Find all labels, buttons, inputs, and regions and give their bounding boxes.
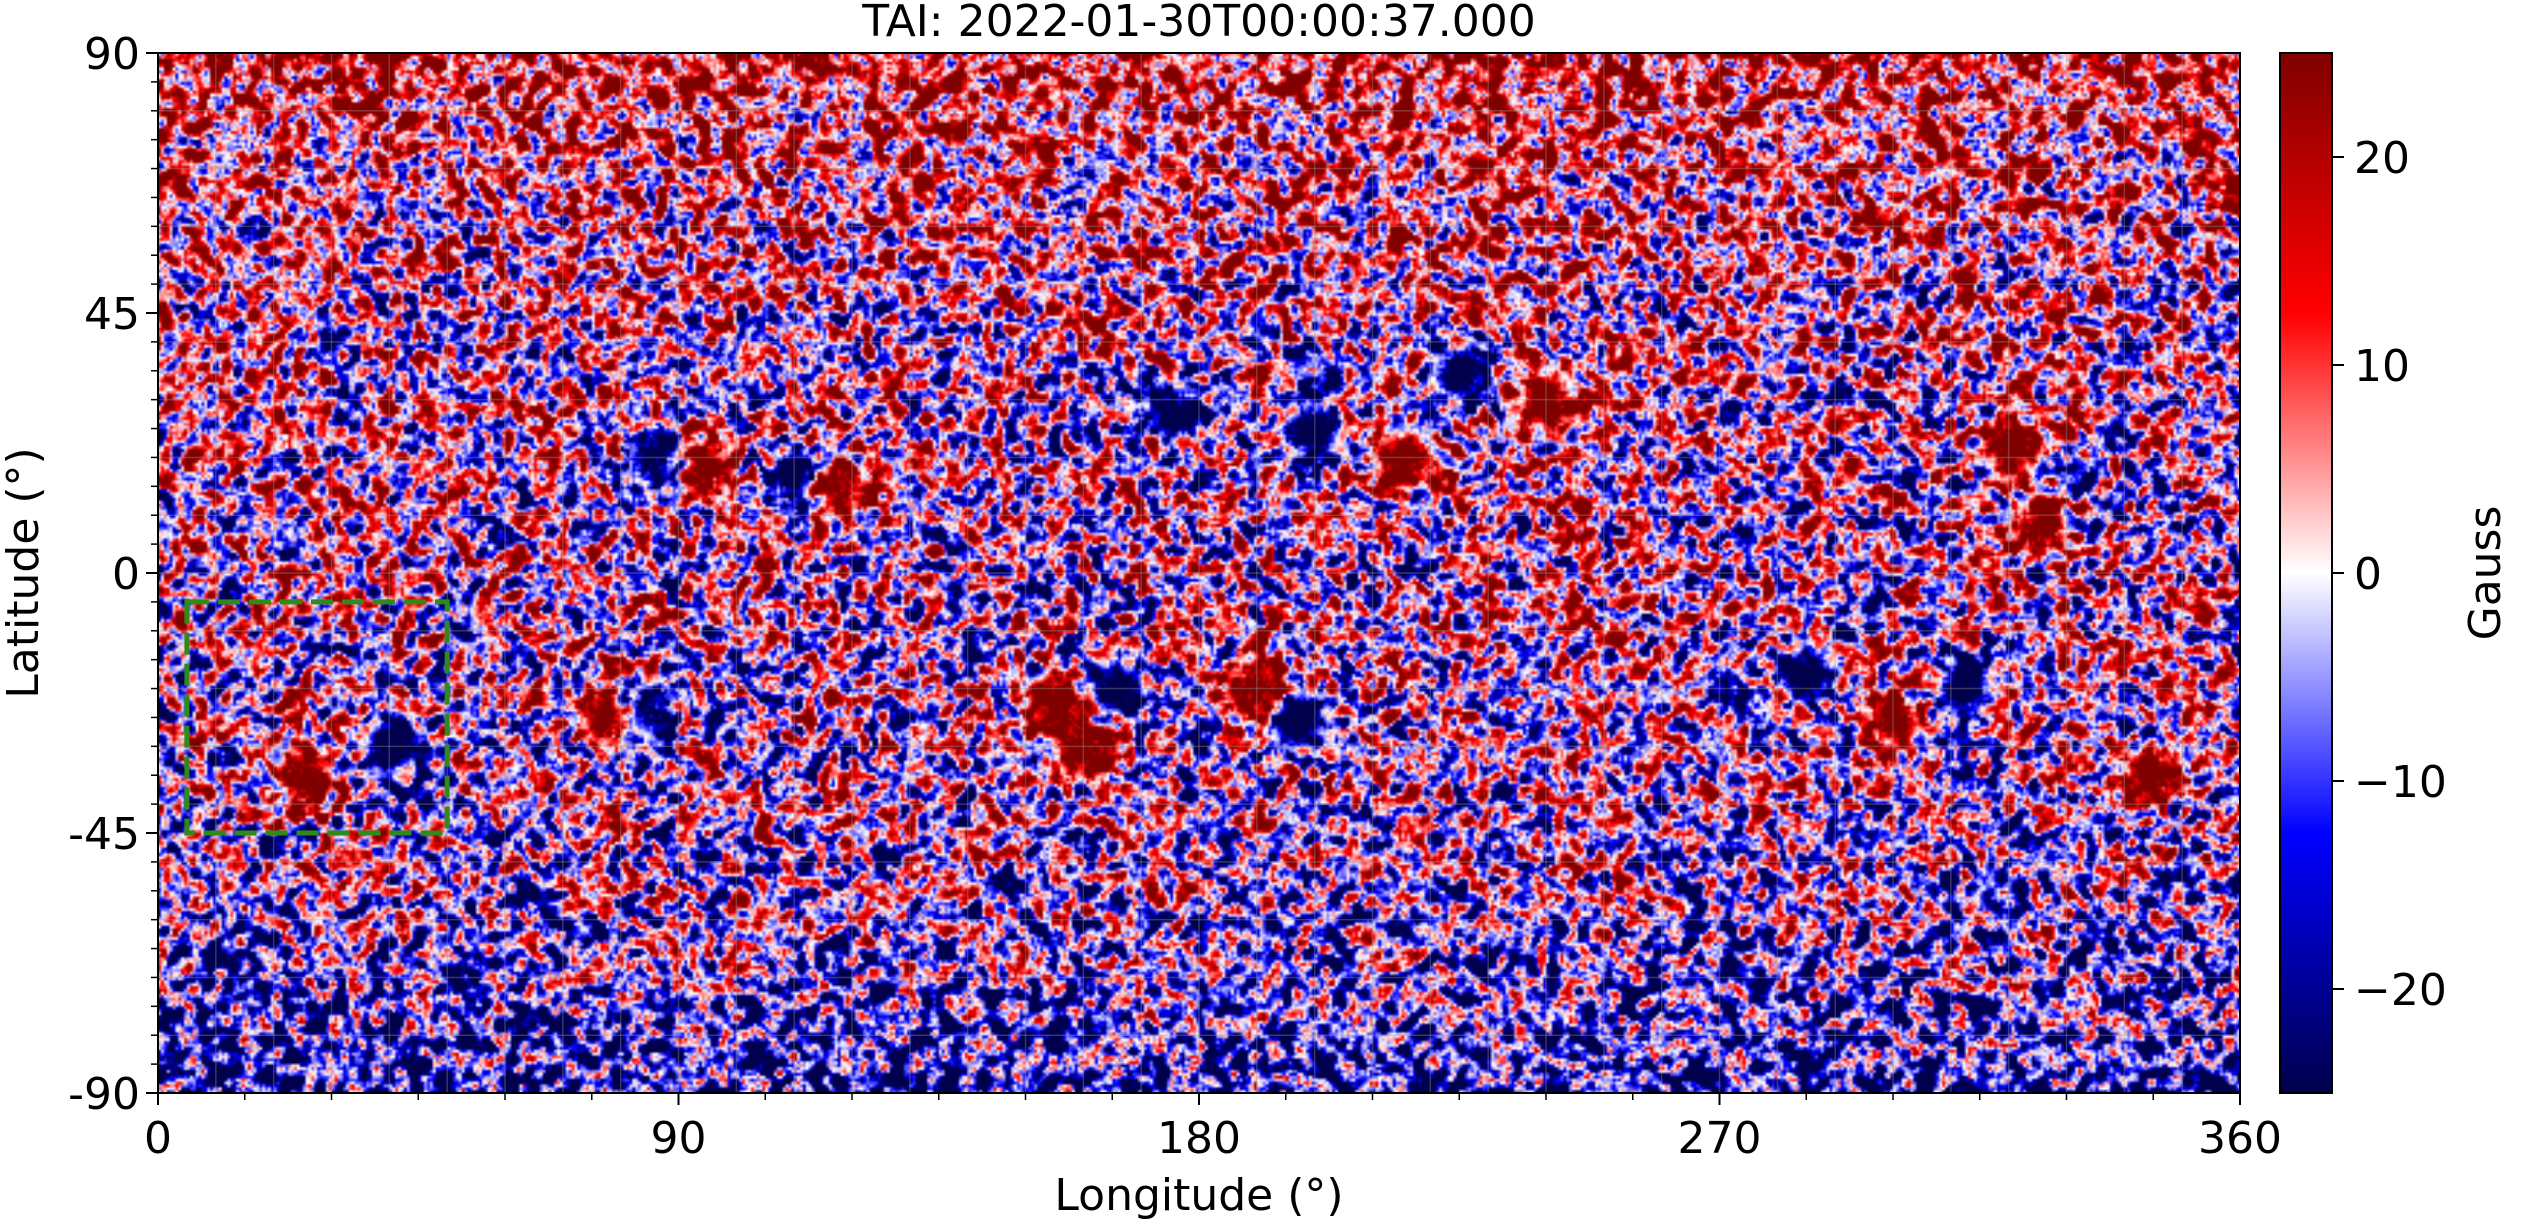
y-tick-label: -90 — [68, 1069, 140, 1120]
colorbar-gradient — [2279, 52, 2333, 1094]
colorbar-tick-label: −10 — [2354, 757, 2447, 808]
colorbar-ticks: 20 10 0 −10 −20 — [2332, 133, 2447, 1016]
x-axis-label: Longitude (°) — [1054, 1170, 1343, 1221]
x-tick-label: 360 — [2198, 1113, 2282, 1164]
colorbar-tick-label: −20 — [2354, 965, 2447, 1016]
colorbar: 20 10 0 −10 −20 Gauss — [2279, 52, 2511, 1094]
y-tick-label: 90 — [84, 29, 140, 80]
x-axis: 0 90 180 270 360 — [144, 1093, 2282, 1164]
grid-lines — [158, 53, 2240, 1093]
colorbar-label: Gauss — [2460, 506, 2511, 641]
y-axis-label: Latitude (°) — [0, 447, 49, 698]
x-tick-label: 90 — [651, 1113, 707, 1164]
plot-area — [157, 52, 2241, 1094]
magnetogram-heatmap — [158, 53, 2240, 1093]
y-tick-label: 45 — [84, 289, 140, 340]
x-tick-label: 0 — [144, 1113, 172, 1164]
x-tick-label: 270 — [1678, 1113, 1762, 1164]
y-tick-label: 0 — [112, 549, 140, 600]
highlight-region-box — [184, 599, 450, 836]
colorbar-tick-label: 20 — [2354, 133, 2410, 184]
y-tick-label: -45 — [68, 809, 140, 860]
y-axis: 90 45 0 -45 -90 — [68, 29, 158, 1120]
chart-title: TAI: 2022-01-30T00:00:37.000 — [861, 0, 1536, 47]
colorbar-tick-label: 10 — [2354, 341, 2410, 392]
x-tick-label: 180 — [1157, 1113, 1241, 1164]
colorbar-tick-label: 0 — [2354, 549, 2382, 600]
